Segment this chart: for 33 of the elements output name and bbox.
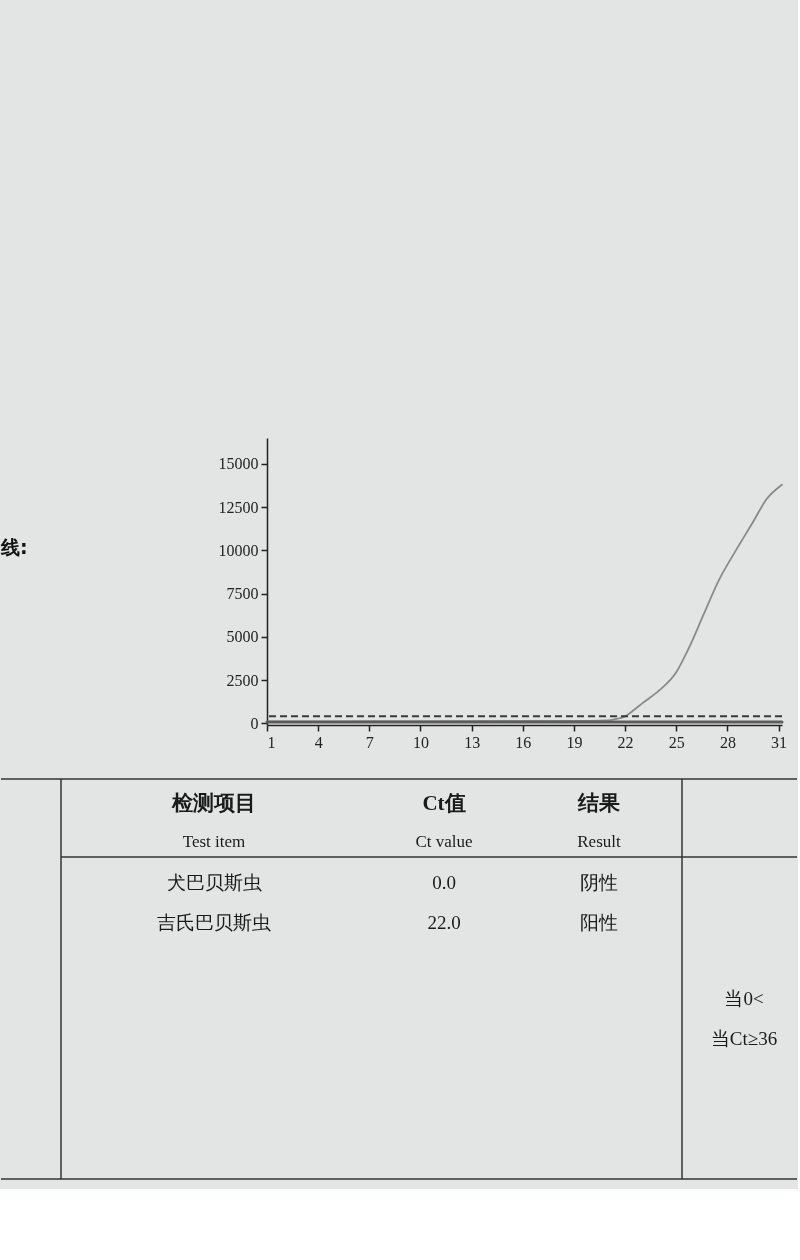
text: Result (577, 832, 621, 851)
y-tick-label: 10000 (218, 541, 259, 559)
x-tick-label: 13 (464, 733, 481, 751)
x-tick-label: 22 (617, 733, 634, 751)
y-tick-label: 7500 (226, 585, 259, 603)
text: 吉氏巴贝斯虫 (157, 912, 271, 933)
y-tick-label: 0 (250, 714, 259, 732)
text: 阳性 (580, 912, 618, 933)
x-tick-label: 4 (314, 733, 323, 751)
x-tick-label: 25 (668, 733, 685, 751)
x-tick-label: 16 (515, 733, 532, 751)
text: 结果 (577, 791, 620, 815)
y-tick-label: 5000 (226, 628, 259, 646)
text: 当Ct≥36 (710, 1028, 778, 1049)
text: 犬巴贝斯虫 (166, 872, 262, 893)
y-tick-label: 15000 (218, 455, 259, 473)
text: 22.0 (427, 912, 461, 933)
x-tick-label: 28 (719, 733, 736, 751)
x-tick-label: 1 (267, 733, 276, 751)
text: 当0< (724, 988, 764, 1009)
text: 0.0 (432, 872, 456, 893)
text: Test item (182, 832, 246, 851)
text: 阴性 (580, 872, 618, 893)
x-tick-label: 10 (412, 733, 429, 751)
x-tick-label: 19 (566, 733, 583, 751)
y-tick-label: 12500 (218, 498, 259, 516)
y-tick-label: 2500 (226, 671, 259, 689)
text: Ct值 (422, 791, 466, 815)
x-tick-label: 31 (771, 733, 788, 751)
text: Ct value (415, 832, 473, 851)
text: 线: (0, 536, 28, 558)
text: 检测项目 (171, 791, 256, 815)
x-tick-label: 7 (365, 733, 374, 751)
